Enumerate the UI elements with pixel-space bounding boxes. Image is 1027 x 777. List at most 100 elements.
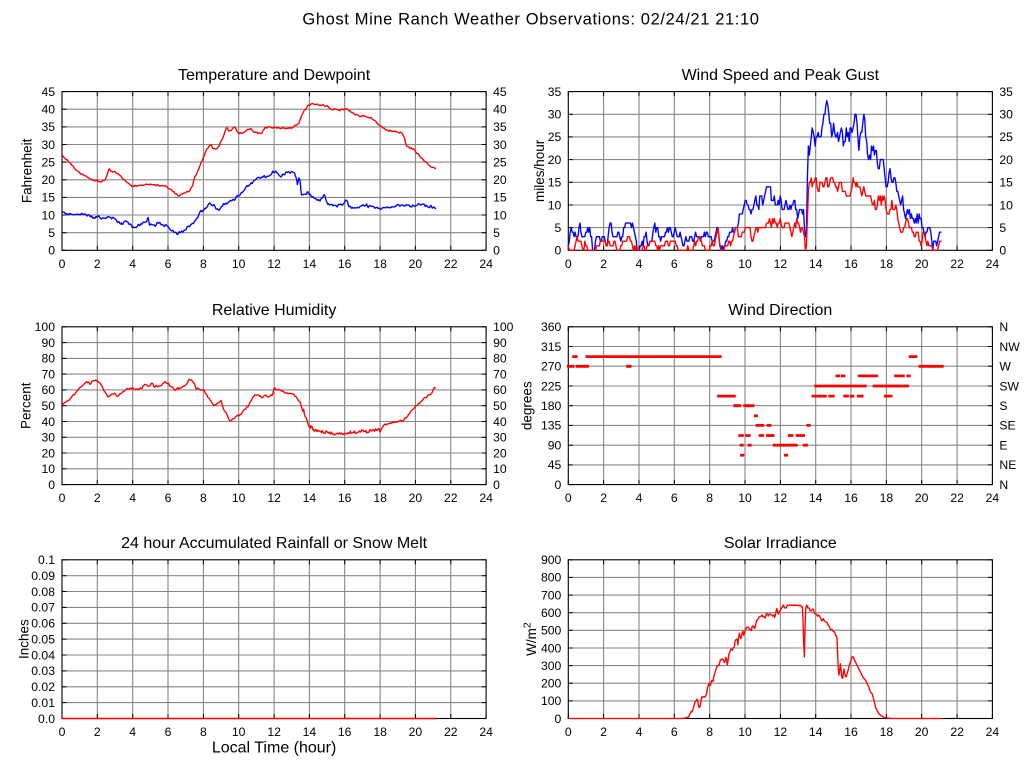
svg-text:2: 2: [94, 257, 101, 271]
svg-text:500: 500: [541, 624, 562, 638]
svg-text:Relative Humidity: Relative Humidity: [212, 302, 336, 319]
svg-text:2: 2: [600, 725, 607, 739]
svg-text:10: 10: [232, 257, 246, 271]
svg-text:Ghost Mine Ranch Weather Obser: Ghost Mine Ranch Weather Observations: 0…: [302, 11, 759, 29]
svg-text:0: 0: [555, 478, 562, 492]
svg-text:35: 35: [493, 120, 507, 134]
svg-text:20: 20: [915, 491, 929, 505]
svg-text:30: 30: [41, 138, 55, 152]
svg-text:10: 10: [41, 208, 55, 222]
svg-text:35: 35: [999, 85, 1013, 99]
svg-text:20: 20: [915, 257, 929, 271]
svg-text:miles/hour: miles/hour: [532, 139, 547, 202]
svg-text:4: 4: [636, 491, 643, 505]
svg-text:30: 30: [548, 108, 562, 122]
svg-text:NE: NE: [999, 458, 1016, 472]
svg-text:0.1: 0.1: [38, 553, 55, 567]
svg-text:60: 60: [493, 383, 507, 397]
svg-text:5: 5: [493, 226, 500, 240]
svg-text:200: 200: [541, 677, 562, 691]
svg-text:24 hour Accumulated Rainfall o: 24 hour Accumulated Rainfall or Snow Mel…: [121, 535, 427, 552]
svg-text:degrees: degrees: [520, 381, 535, 430]
svg-text:22: 22: [950, 257, 964, 271]
svg-text:180: 180: [541, 399, 562, 413]
svg-text:900: 900: [541, 553, 562, 567]
svg-text:35: 35: [548, 85, 562, 99]
svg-text:12: 12: [267, 257, 281, 271]
svg-text:6: 6: [165, 491, 172, 505]
svg-text:15: 15: [999, 176, 1013, 190]
svg-text:0.01: 0.01: [31, 696, 55, 710]
svg-text:25: 25: [41, 155, 55, 169]
svg-text:18: 18: [880, 725, 894, 739]
svg-text:700: 700: [541, 588, 562, 602]
svg-text:6: 6: [165, 725, 172, 739]
svg-text:0: 0: [565, 257, 572, 271]
svg-text:N: N: [999, 478, 1008, 492]
svg-text:15: 15: [493, 191, 507, 205]
svg-text:8: 8: [200, 491, 207, 505]
svg-text:30: 30: [493, 138, 507, 152]
svg-text:20: 20: [493, 173, 507, 187]
svg-text:0: 0: [565, 491, 572, 505]
svg-text:Wind Speed and Peak Gust: Wind Speed and Peak Gust: [682, 67, 880, 84]
svg-text:24: 24: [479, 257, 493, 271]
svg-text:Inches: Inches: [17, 619, 32, 659]
svg-text:70: 70: [493, 367, 507, 381]
svg-text:90: 90: [493, 336, 507, 350]
svg-text:14: 14: [809, 491, 823, 505]
svg-text:8: 8: [706, 257, 713, 271]
svg-text:10: 10: [493, 462, 507, 476]
svg-text:2: 2: [600, 257, 607, 271]
svg-text:22: 22: [950, 491, 964, 505]
svg-text:20: 20: [41, 446, 55, 460]
svg-text:8: 8: [706, 491, 713, 505]
svg-text:0: 0: [59, 491, 66, 505]
svg-text:16: 16: [844, 257, 858, 271]
svg-text:40: 40: [41, 415, 55, 429]
svg-text:4: 4: [129, 491, 136, 505]
svg-text:14: 14: [809, 725, 823, 739]
svg-text:NW: NW: [999, 340, 1020, 354]
svg-text:0: 0: [565, 725, 572, 739]
svg-text:10: 10: [738, 257, 752, 271]
svg-text:4: 4: [129, 257, 136, 271]
svg-text:14: 14: [303, 491, 317, 505]
svg-text:14: 14: [303, 725, 317, 739]
svg-text:6: 6: [671, 257, 678, 271]
svg-text:10: 10: [738, 725, 752, 739]
svg-text:25: 25: [548, 130, 562, 144]
svg-text:80: 80: [41, 352, 55, 366]
svg-text:10: 10: [999, 198, 1013, 212]
svg-text:20: 20: [548, 153, 562, 167]
svg-text:W: W: [999, 360, 1011, 374]
svg-text:0: 0: [493, 478, 500, 492]
svg-text:30: 30: [493, 431, 507, 445]
svg-text:4: 4: [129, 725, 136, 739]
svg-text:0.02: 0.02: [31, 680, 55, 694]
svg-text:8: 8: [200, 725, 207, 739]
svg-text:0: 0: [555, 712, 562, 726]
svg-text:5: 5: [999, 221, 1006, 235]
svg-text:10: 10: [493, 208, 507, 222]
svg-text:12: 12: [267, 491, 281, 505]
svg-text:6: 6: [671, 491, 678, 505]
svg-text:22: 22: [444, 725, 458, 739]
svg-text:60: 60: [41, 383, 55, 397]
svg-text:30: 30: [999, 108, 1013, 122]
svg-text:10: 10: [232, 491, 246, 505]
svg-text:0.09: 0.09: [31, 569, 55, 583]
svg-text:5: 5: [555, 221, 562, 235]
svg-text:20: 20: [915, 725, 929, 739]
svg-text:Local Time (hour): Local Time (hour): [212, 740, 337, 757]
svg-text:Wind Direction: Wind Direction: [728, 302, 832, 319]
svg-text:18: 18: [373, 491, 387, 505]
svg-text:0.0: 0.0: [38, 712, 55, 726]
svg-text:12: 12: [774, 491, 788, 505]
svg-text:80: 80: [493, 352, 507, 366]
svg-text:8: 8: [706, 725, 713, 739]
svg-text:135: 135: [541, 419, 562, 433]
svg-text:20: 20: [493, 446, 507, 460]
svg-text:14: 14: [303, 257, 317, 271]
svg-text:12: 12: [267, 725, 281, 739]
